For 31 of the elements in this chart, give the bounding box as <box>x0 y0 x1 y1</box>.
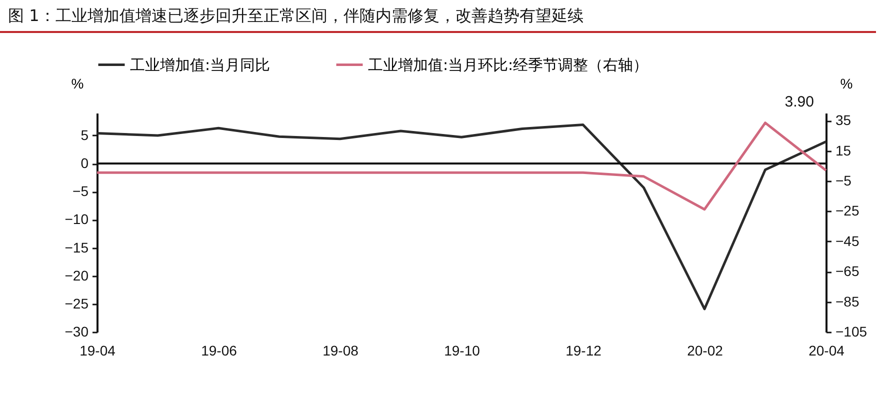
y-tick-label: −20 <box>64 267 89 284</box>
x-tick-label: 19-08 <box>322 342 359 358</box>
y2-tick-label: −65 <box>836 263 860 280</box>
y-tick-label: −30 <box>64 324 89 340</box>
y-tick-label: 0 <box>80 155 89 172</box>
x-tick-label: 19-10 <box>444 342 480 358</box>
line-series <box>96 124 828 310</box>
legend-label: 工业增加值:当月同比 <box>130 56 270 74</box>
y2-tick-label: −105 <box>836 324 868 340</box>
x-tick-label: 20-04 <box>808 342 845 358</box>
x-tick-label: 19-12 <box>566 342 602 358</box>
y2-tick-label: 35 <box>836 112 852 128</box>
chart-title: 图 1：工业增加值增速已逐步回升至正常区间，伴随内需修复，改善趋势有望延续 <box>0 0 876 33</box>
y2-tick-label: −45 <box>836 232 860 249</box>
y2-tick-label: −85 <box>836 293 860 310</box>
y-axis-title: % <box>71 76 84 92</box>
annotation: 3.90 <box>784 94 814 111</box>
y2-tick-label: −5 <box>836 172 852 188</box>
line-series <box>96 122 828 211</box>
x-tick-label: 19-04 <box>80 342 116 358</box>
y-tick-label: −25 <box>64 295 89 312</box>
y2-tick-label: −25 <box>836 202 860 219</box>
y-tick-label: −15 <box>64 239 89 256</box>
y-tick-label: 5 <box>80 126 89 143</box>
legend-label: 工业增加值:当月环比:经季节调整（右轴） <box>368 56 648 74</box>
y-tick-label: −5 <box>72 183 89 200</box>
y-tick-label: −10 <box>64 211 89 228</box>
x-tick-label: 19-06 <box>201 342 238 358</box>
x-tick-label: 20-02 <box>687 342 724 358</box>
y2-axis-title: % <box>840 76 853 92</box>
y2-tick-label: 15 <box>836 142 852 158</box>
